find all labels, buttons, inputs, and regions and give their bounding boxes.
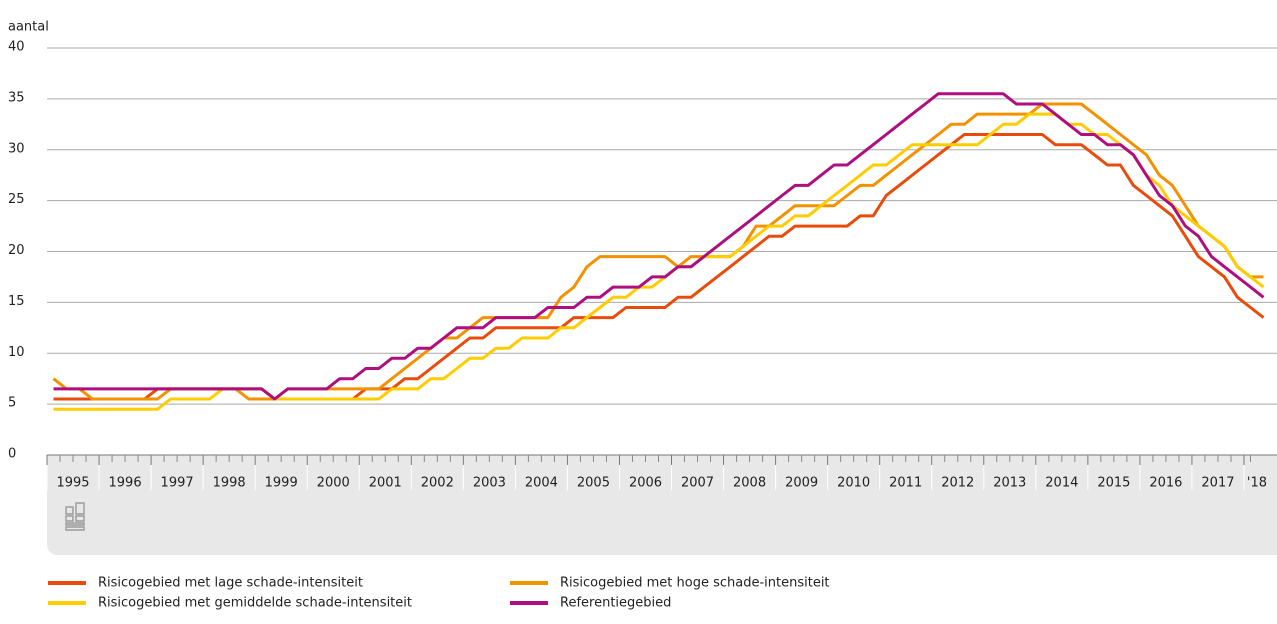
x-tick-label: 2011 — [889, 476, 922, 491]
x-tick-label: '18 — [1247, 476, 1267, 491]
y-tick-label: 5 — [8, 396, 16, 411]
cbs-logo — [65, 502, 85, 531]
series-line — [53, 112, 1265, 411]
x-tick-label: 2001 — [369, 476, 402, 491]
x-tick-label: 2014 — [1045, 476, 1078, 491]
legend-label: Risicogebied met hoge schade-intensiteit — [560, 576, 830, 591]
x-tick-label: 2000 — [317, 476, 350, 491]
series-line — [52, 102, 1264, 401]
x-tick-label: 2005 — [577, 476, 610, 491]
y-tick-label: 25 — [8, 192, 25, 207]
x-tick-label: 1996 — [109, 476, 142, 491]
x-tick-label: 2006 — [629, 476, 662, 491]
x-tick-label: 2002 — [421, 476, 454, 491]
x-tick-label: 2008 — [733, 476, 766, 491]
x-tick-label: 1997 — [161, 476, 194, 491]
x-tick-label: 2016 — [1149, 476, 1182, 491]
y-tick-label: 35 — [8, 90, 25, 105]
x-tick-label: 2013 — [993, 476, 1026, 491]
legend-label: Risicogebied met gemiddelde schade-inten… — [98, 596, 412, 611]
series-line — [53, 133, 1265, 401]
legend-label: Referentiegebied — [560, 596, 671, 611]
x-tick-label: 1999 — [265, 476, 298, 491]
x-tick-label: 1995 — [56, 476, 89, 491]
y-axis-label: aantal — [8, 20, 49, 35]
y-tick-label: 10 — [8, 345, 25, 360]
y-tick-label: 30 — [8, 141, 25, 156]
x-tick-label: 2003 — [473, 476, 506, 491]
y-tick-label: 15 — [8, 294, 25, 309]
x-tick-label: 2015 — [1097, 476, 1130, 491]
x-tick-label: 2010 — [837, 476, 870, 491]
x-tick-label: 2007 — [681, 476, 714, 491]
x-tick-label: 2009 — [785, 476, 818, 491]
y-tick-label: 20 — [8, 243, 25, 258]
x-tick-label: 1998 — [213, 476, 246, 491]
x-tick-label: 2004 — [525, 476, 558, 491]
x-tick-label: 2012 — [941, 476, 974, 491]
series-line — [53, 92, 1265, 401]
axis-band — [47, 455, 1277, 555]
y-tick-label: 0 — [8, 447, 16, 462]
legend-label: Risicogebied met lage schade-intensiteit — [98, 576, 363, 591]
y-tick-label: 40 — [8, 40, 25, 55]
x-tick-label: 2017 — [1201, 476, 1234, 491]
